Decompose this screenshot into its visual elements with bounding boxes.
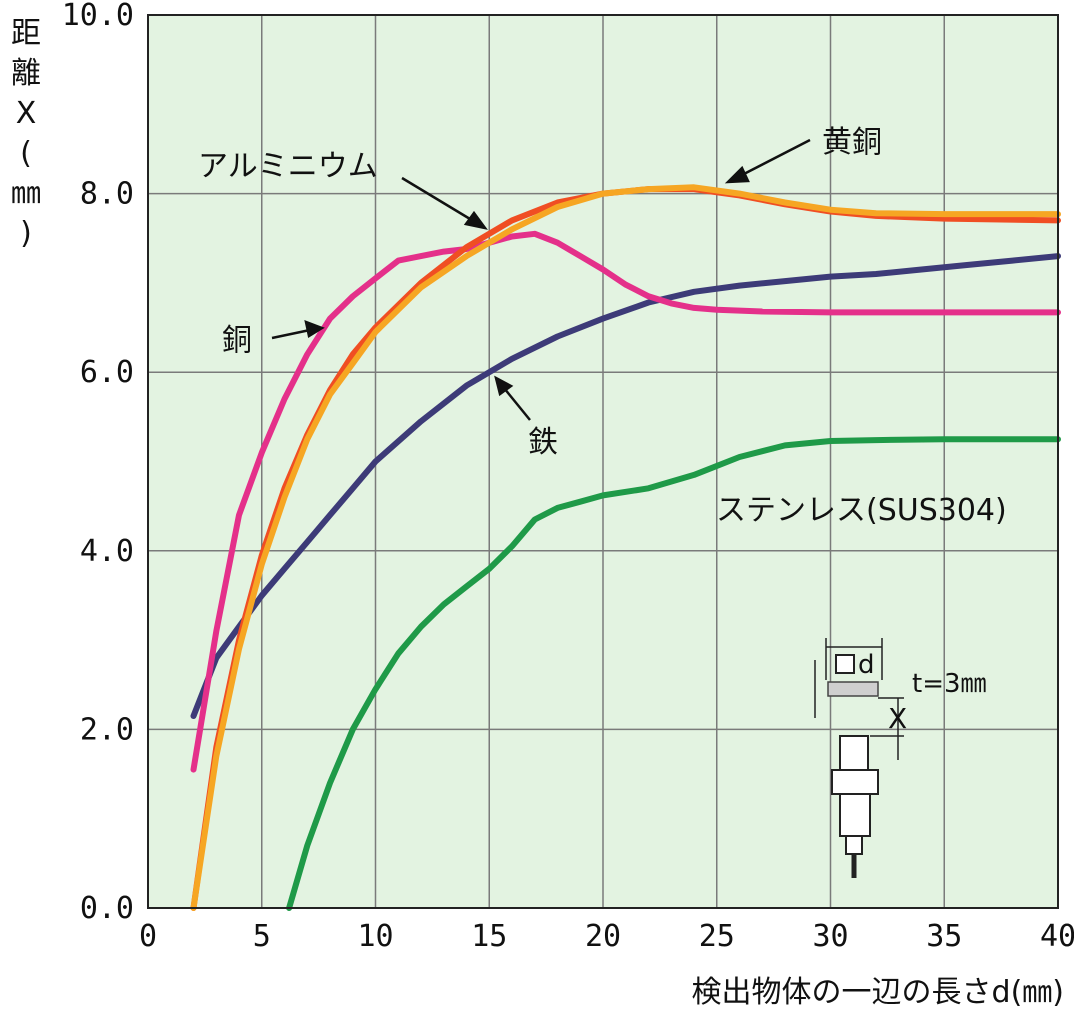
y-tick-label: 2.0: [80, 712, 134, 747]
target-plate: [827, 681, 879, 697]
y-axis-label-char: ): [20, 216, 32, 251]
arrowhead-brass: [724, 165, 750, 184]
y-axis-label-char: ㎜: [11, 176, 41, 211]
series-layer: [190, 184, 1061, 911]
x-tick-label: 35: [926, 919, 962, 954]
y-tick-label: 8.0: [80, 177, 134, 212]
inset-x-label: X: [888, 702, 907, 735]
series-line-1: [190, 230, 1061, 773]
annotation-aluminium: アルミニウム: [198, 149, 378, 184]
arrowhead-aluminium: [463, 210, 488, 230]
x-tick-labels: 0 5 10 15 20 25 30 35 40: [139, 919, 1074, 954]
y-axis-label: 距 離 X ( ㎜ ): [6, 14, 46, 254]
sensor-body: [839, 793, 871, 837]
annotation-arrows: [271, 138, 811, 421]
inset-d-label: d: [858, 650, 875, 680]
series-line-0: [190, 253, 1061, 719]
sensor-cable-base: [845, 835, 863, 855]
x-tick-label: 25: [699, 919, 735, 954]
arrow-brass: [739, 138, 811, 178]
y-axis-label-char: 距: [11, 16, 41, 51]
annotation-stainless: ステンレス(SUS304): [716, 493, 1007, 528]
arrowhead-copper: [304, 320, 325, 338]
y-tick-label: 10.0: [62, 0, 134, 33]
x-tick-label: 0: [139, 919, 157, 954]
x-tick-label: 10: [357, 919, 393, 954]
inset-t-label: t=3㎜: [912, 669, 987, 699]
sensor-head: [839, 735, 869, 771]
x-tick-label: 30: [812, 919, 848, 954]
y-axis-label-char: (: [20, 136, 32, 171]
y-tick-label: 4.0: [80, 534, 134, 569]
plot-frame: [147, 14, 1059, 909]
x-tick-label: 15: [471, 919, 507, 954]
arrow-iron: [503, 387, 531, 421]
y-axis-label-char: 離: [11, 56, 41, 91]
series-line-4: [286, 436, 1061, 911]
series-line-3: [190, 184, 1061, 911]
arrowhead-iron: [494, 375, 514, 397]
annotation-brass: 黄銅: [822, 125, 882, 160]
y-tick-labels: 0.0 2.0 4.0 6.0 8.0 10.0: [62, 0, 134, 926]
y-axis-label-char: X: [15, 96, 37, 131]
sensor-inset-diagram: [814, 638, 904, 878]
x-tick-label: 5: [253, 919, 271, 954]
annotation-copper: 銅: [222, 323, 252, 358]
sensor-nut: [831, 769, 879, 795]
x-axis-label: 検出物体の一辺の長さd(㎜): [692, 975, 1064, 1010]
x-tick-label: 40: [1040, 919, 1074, 954]
y-tick-label: 6.0: [80, 355, 134, 390]
arrow-copper: [271, 328, 311, 340]
y-tick-label: 0.0: [80, 891, 134, 926]
target-square-icon: [835, 654, 855, 674]
x-tick-label: 20: [585, 919, 621, 954]
annotation-iron: 鉄: [528, 425, 558, 460]
arrow-aluminium: [401, 176, 476, 224]
